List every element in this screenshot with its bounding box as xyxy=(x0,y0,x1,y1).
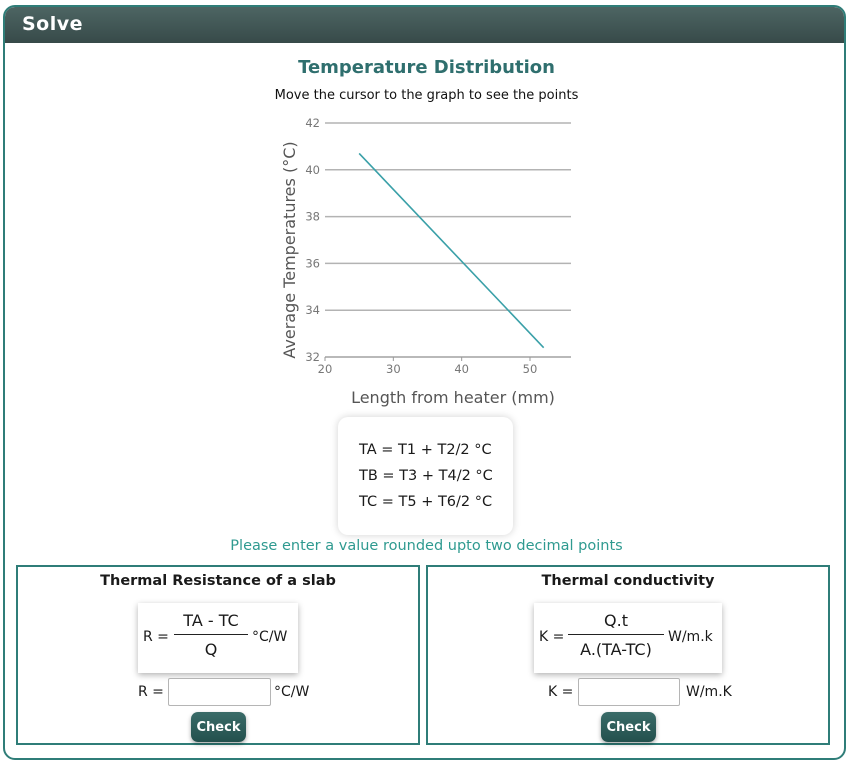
formula-tb: TB = T3 + T4/2 °C xyxy=(359,468,493,484)
chart-instruction: Move the cursor to the graph to see the … xyxy=(274,88,579,103)
conductivity-input-label: K = xyxy=(548,684,574,700)
x-tick-label: 40 xyxy=(454,362,469,376)
formula-tc: TC = T5 + T6/2 °C xyxy=(359,494,493,510)
resistance-input-label: R = xyxy=(138,684,164,700)
thermal-conductivity-equation: K = Q.t A.(TA-TC) W/m.k xyxy=(534,603,722,673)
y-tick-label: 40 xyxy=(305,163,320,177)
equation-lhs: R = xyxy=(143,629,169,645)
y-tick-label: 42 xyxy=(305,116,320,130)
equation-denominator: Q xyxy=(174,634,248,659)
equation-numerator: Q.t xyxy=(604,611,628,630)
x-axis-label: Length from heater (mm) xyxy=(351,388,555,407)
equation-unit: W/m.k xyxy=(668,629,713,645)
equation-unit: °C/W xyxy=(252,629,288,645)
solve-panel: Solve Temperature Distribution Move the … xyxy=(3,5,846,760)
check-resistance-button[interactable]: Check xyxy=(191,712,246,742)
check-conductivity-button[interactable]: Check xyxy=(601,712,656,742)
equation-fraction: Q.t A.(TA-TC) xyxy=(568,611,664,659)
thermal-conductivity-title: Thermal conductivity xyxy=(541,573,715,589)
thermal-resistance-panel: Thermal Resistance of a slab R = TA - TC… xyxy=(16,565,420,745)
equation-fraction: TA - TC Q xyxy=(174,611,248,659)
chart-title: Temperature Distribution xyxy=(298,57,555,78)
temperature-line xyxy=(358,152,545,349)
temperature-chart[interactable]: 32 34 36 38 40 42 20 30 40 50 Length from heater (… xyxy=(273,109,583,409)
x-tick-label: 20 xyxy=(318,362,333,376)
solve-header: Solve xyxy=(5,7,844,43)
y-axis-label: Average Temperatures (°C) xyxy=(280,141,299,358)
x-tick-label: 30 xyxy=(386,362,401,376)
resistance-input-unit: °C/W xyxy=(274,684,310,700)
conductivity-input-unit: W/m.K xyxy=(686,684,732,700)
equation-lhs: K = xyxy=(539,629,565,645)
x-tick-label: 50 xyxy=(523,362,538,376)
thermal-conductivity-panel: Thermal conductivity K = Q.t A.(TA-TC) W… xyxy=(426,565,830,745)
equation-denominator: A.(TA-TC) xyxy=(568,634,664,659)
y-tick-label: 32 xyxy=(305,350,320,364)
conductivity-input[interactable] xyxy=(578,678,680,706)
thermal-resistance-title: Thermal Resistance of a slab xyxy=(100,573,336,589)
y-tick-label: 34 xyxy=(305,303,320,317)
y-tick-label: 38 xyxy=(305,210,320,224)
y-tick-label: 36 xyxy=(305,256,320,270)
thermal-resistance-equation: R = TA - TC Q °C/W xyxy=(138,603,298,673)
equation-numerator: TA - TC xyxy=(183,611,239,630)
formula-ta: TA = T1 + T2/2 °C xyxy=(359,442,492,458)
rounding-hint: Please enter a value rounded upto two de… xyxy=(230,538,623,554)
temperature-formulas: TA = T1 + T2/2 °C TB = T3 + T4/2 °C TC =… xyxy=(338,417,513,535)
resistance-input[interactable] xyxy=(168,678,271,706)
